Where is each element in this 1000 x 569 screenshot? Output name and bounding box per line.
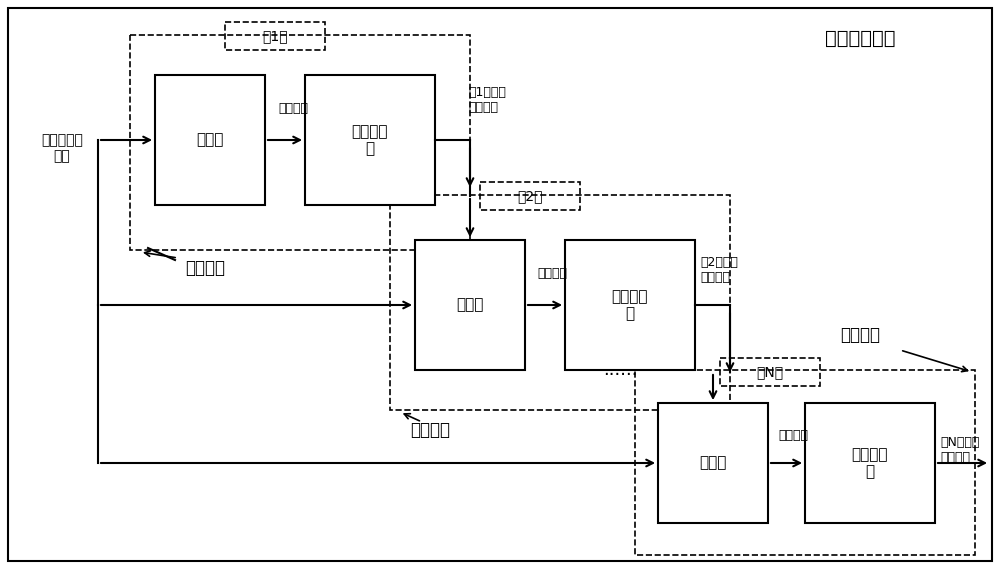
Text: 频点信息: 频点信息: [278, 101, 308, 114]
Text: 扫频器: 扫频器: [456, 298, 484, 312]
Bar: [390, 195, 730, 410]
Text: 频率估计装置: 频率估计装置: [825, 28, 895, 47]
Text: 扫频单元: 扫频单元: [185, 259, 225, 277]
Bar: [720, 358, 820, 386]
Text: 频率估计
器: 频率估计 器: [852, 447, 888, 479]
Bar: [130, 35, 470, 250]
Text: 含噪连续波
信号: 含噪连续波 信号: [41, 133, 83, 163]
Text: 第1级频率
估计结果: 第1级频率 估计结果: [468, 86, 506, 114]
Bar: [305, 75, 435, 205]
Bar: [565, 240, 695, 370]
Text: 第N级: 第N级: [756, 365, 784, 379]
Bar: [225, 22, 325, 50]
Text: 频点信息: 频点信息: [778, 428, 808, 442]
Text: 扫频器: 扫频器: [196, 133, 224, 147]
Bar: [480, 182, 580, 210]
Bar: [658, 403, 768, 523]
Text: 第1级: 第1级: [262, 29, 288, 43]
Bar: [805, 403, 935, 523]
Text: 扫频单元: 扫频单元: [410, 421, 450, 439]
Bar: [635, 370, 975, 555]
Text: 频率估计
器: 频率估计 器: [352, 124, 388, 156]
Bar: [155, 75, 265, 205]
Text: 频率估计
器: 频率估计 器: [612, 289, 648, 321]
Text: 频点信息: 频点信息: [537, 266, 567, 279]
Text: 第2级频率
估计结果: 第2级频率 估计结果: [700, 256, 738, 284]
Text: 扫频器: 扫频器: [699, 456, 727, 471]
Text: 扫频单元: 扫频单元: [840, 326, 880, 344]
Text: 第2级: 第2级: [517, 189, 543, 203]
Text: ......: ......: [603, 361, 637, 379]
Bar: [415, 240, 525, 370]
Text: 第N级频率
估计结果: 第N级频率 估计结果: [940, 436, 979, 464]
